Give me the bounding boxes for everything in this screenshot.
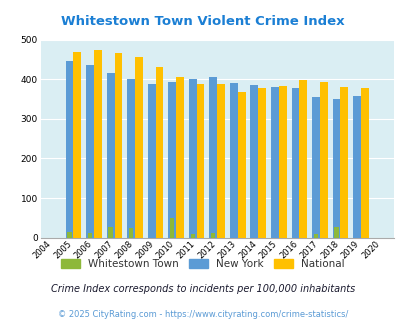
Bar (209, 77, 217, 238)
Bar (88, 233, 92, 238)
Bar (188, 79, 196, 238)
Bar (94, 50, 102, 238)
Bar (271, 87, 278, 238)
Bar (211, 233, 215, 238)
Bar (135, 57, 143, 238)
Bar (229, 83, 237, 238)
Bar (196, 84, 204, 238)
Bar (237, 92, 245, 238)
Bar (250, 85, 258, 238)
Bar (168, 82, 176, 238)
Bar (339, 87, 347, 238)
Bar (155, 67, 163, 238)
Bar (107, 73, 114, 238)
Bar (66, 61, 73, 238)
Bar (114, 53, 122, 238)
Bar (129, 228, 133, 238)
Bar (334, 227, 338, 238)
Bar (311, 97, 319, 238)
Bar (147, 84, 155, 238)
Bar (176, 77, 183, 238)
Text: Whitestown Town Violent Crime Index: Whitestown Town Violent Crime Index (61, 15, 344, 28)
Text: Crime Index corresponds to incidents per 100,000 inhabitants: Crime Index corresponds to incidents per… (51, 284, 354, 294)
Bar (108, 227, 113, 238)
Bar (258, 88, 265, 238)
Bar (332, 99, 339, 238)
Bar (86, 65, 94, 238)
Bar (360, 87, 368, 238)
Bar (298, 80, 307, 238)
Bar (278, 86, 286, 238)
Bar (291, 88, 298, 238)
Bar (352, 96, 360, 238)
Bar (190, 234, 194, 238)
Bar (67, 232, 72, 238)
Bar (313, 234, 318, 238)
Bar (217, 84, 224, 238)
Text: © 2025 CityRating.com - https://www.cityrating.com/crime-statistics/: © 2025 CityRating.com - https://www.city… (58, 310, 347, 319)
Bar (319, 82, 327, 238)
Bar (73, 52, 81, 238)
Legend: Whitestown Town, New York, National: Whitestown Town, New York, National (57, 254, 348, 273)
Bar (170, 218, 174, 238)
Bar (127, 79, 135, 238)
